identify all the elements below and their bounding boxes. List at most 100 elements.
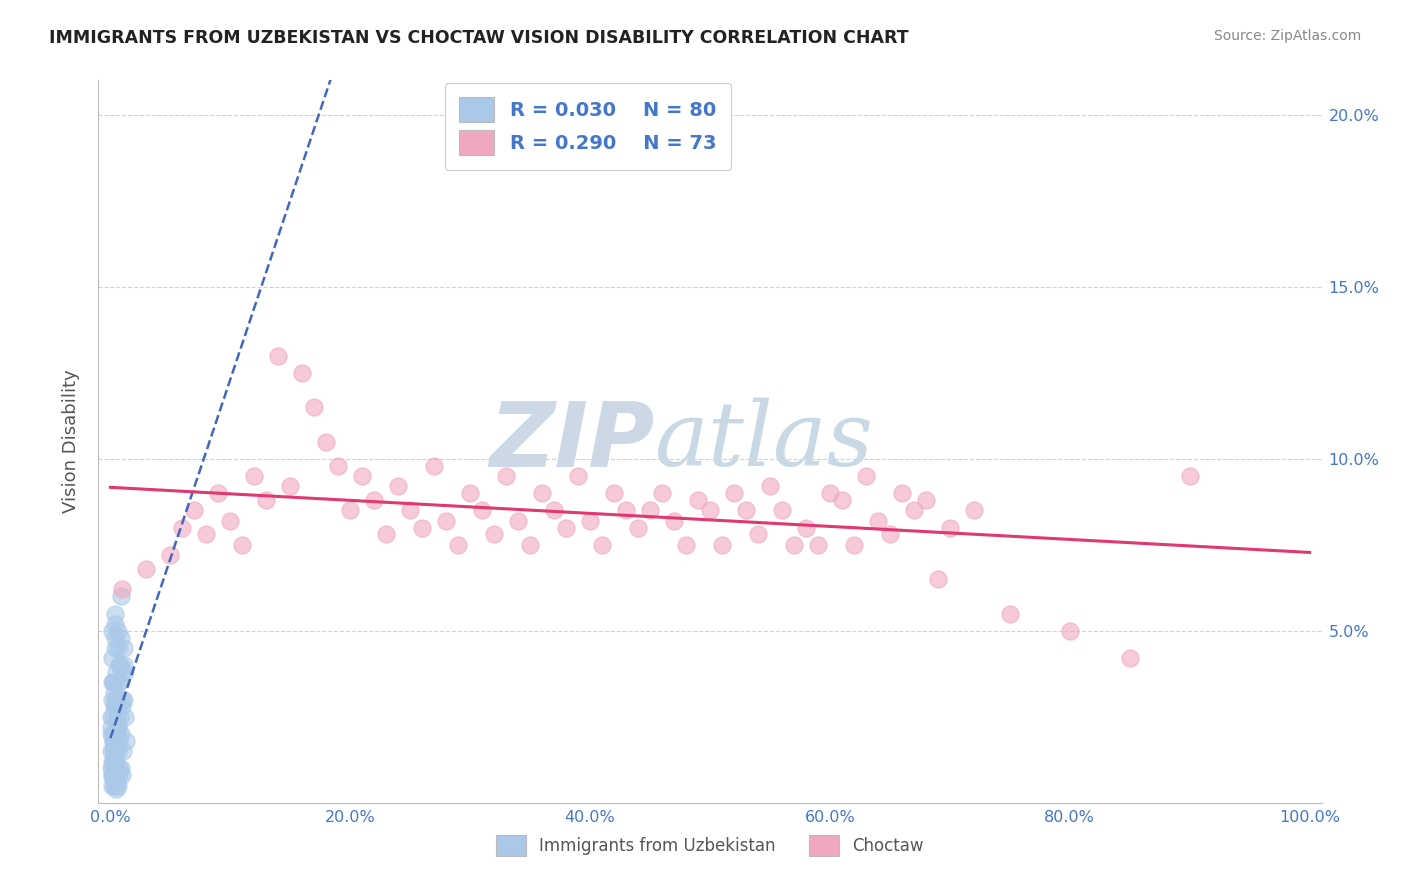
Point (818, 486, 841, 500)
Point (100, 710, 122, 724)
Point (555, 520, 578, 534)
Point (103, 764, 125, 779)
Point (1178, 469, 1201, 483)
Point (103, 755, 125, 769)
Point (110, 590, 132, 604)
Point (591, 538, 613, 552)
Point (105, 744, 128, 758)
Point (207, 486, 229, 500)
Point (471, 503, 494, 517)
Point (111, 692, 134, 706)
Point (111, 665, 134, 679)
Point (735, 503, 758, 517)
Point (651, 486, 673, 500)
Point (107, 640, 129, 655)
Point (101, 744, 124, 758)
Point (103, 779, 125, 793)
Point (434, 514, 457, 528)
Point (112, 692, 135, 706)
Text: Source: ZipAtlas.com: Source: ZipAtlas.com (1213, 29, 1361, 43)
Point (110, 761, 132, 775)
Point (399, 503, 422, 517)
Point (107, 744, 129, 758)
Point (104, 761, 127, 775)
Point (831, 493, 853, 508)
Point (103, 699, 125, 714)
Point (110, 727, 132, 741)
Point (100, 761, 122, 775)
Point (794, 520, 817, 534)
Point (770, 503, 793, 517)
Point (108, 675, 131, 690)
Point (614, 503, 637, 517)
Point (108, 710, 131, 724)
Point (675, 538, 697, 552)
Point (107, 720, 129, 734)
Point (103, 686, 125, 700)
Point (104, 692, 127, 706)
Point (104, 640, 127, 655)
Point (104, 607, 127, 621)
Point (543, 503, 565, 517)
Point (879, 527, 901, 541)
Point (105, 699, 128, 714)
Point (112, 658, 135, 673)
Point (842, 538, 865, 552)
Point (243, 469, 266, 483)
Point (111, 582, 134, 597)
Point (101, 755, 124, 769)
Point (103, 764, 125, 779)
Point (495, 469, 517, 483)
Point (627, 520, 650, 534)
Point (278, 479, 301, 493)
Point (104, 755, 127, 769)
Point (723, 486, 745, 500)
Point (159, 548, 181, 562)
Point (104, 755, 127, 769)
Point (519, 538, 541, 552)
Point (111, 768, 134, 782)
Point (291, 366, 314, 380)
Point (104, 734, 127, 748)
Point (108, 768, 131, 782)
Point (100, 727, 122, 741)
Point (107, 624, 129, 638)
Point (711, 538, 734, 552)
Point (100, 768, 122, 782)
Point (105, 775, 128, 789)
Point (915, 493, 938, 508)
Text: IMMIGRANTS FROM UZBEKISTAN VS CHOCTAW VISION DISABILITY CORRELATION CHART: IMMIGRANTS FROM UZBEKISTAN VS CHOCTAW VI… (49, 29, 908, 46)
Point (100, 744, 122, 758)
Point (108, 658, 129, 673)
Point (101, 675, 124, 690)
Point (114, 665, 136, 679)
Y-axis label: Vision Disability: Vision Disability (62, 369, 80, 514)
Point (108, 675, 131, 690)
Point (783, 538, 806, 552)
Point (267, 349, 290, 363)
Point (254, 493, 277, 508)
Point (111, 699, 134, 714)
Point (111, 744, 134, 758)
Point (104, 616, 127, 631)
Point (411, 520, 433, 534)
Point (101, 727, 124, 741)
Point (567, 469, 589, 483)
Point (603, 486, 626, 500)
Point (508, 514, 530, 528)
Point (304, 400, 326, 414)
Point (101, 761, 124, 775)
Point (387, 479, 409, 493)
Legend: Immigrants from Uzbekistan, Choctaw: Immigrants from Uzbekistan, Choctaw (489, 829, 931, 863)
Point (375, 527, 398, 541)
Point (105, 710, 128, 724)
Point (903, 503, 925, 517)
Point (114, 710, 136, 724)
Point (108, 658, 131, 673)
Point (686, 493, 709, 508)
Point (579, 514, 602, 528)
Point (107, 779, 129, 793)
Point (1119, 651, 1142, 665)
Point (363, 493, 385, 508)
Point (105, 727, 128, 741)
